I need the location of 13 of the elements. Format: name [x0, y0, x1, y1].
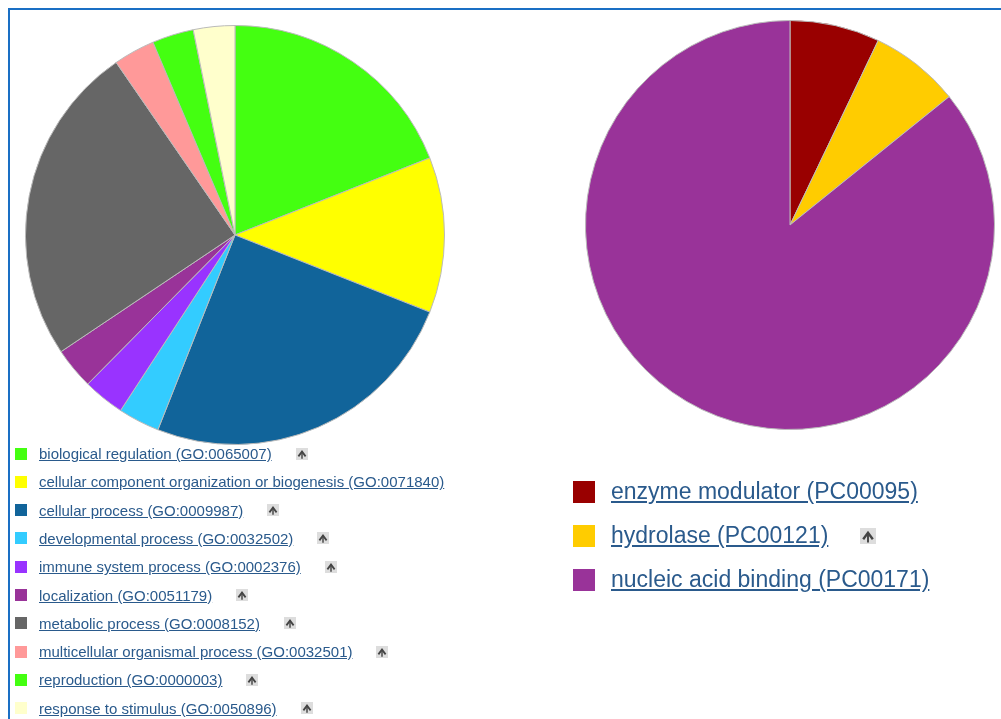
- legend-label: response to stimulus (GO:0050896): [39, 699, 277, 717]
- legend-label: nucleic acid binding (PC00171): [611, 566, 930, 593]
- legend-label: reproduction (GO:0000003): [39, 671, 223, 689]
- legend-label: developmental process (GO:0032502): [39, 529, 294, 547]
- legend-label: immune system process (GO:0002376): [39, 558, 301, 576]
- legend-label: biological regulation (GO:0065007): [39, 445, 272, 462]
- legend-label: enzyme modulator (PC00095): [611, 478, 918, 505]
- legend-label: metabolic process (GO:0008152): [39, 614, 260, 632]
- legend-label: cellular process (GO:0009987): [39, 501, 244, 519]
- legend-label: multicellular organismal process (GO:0032501): [39, 643, 353, 661]
- legend-label: hydrolase (PC00121): [611, 522, 829, 549]
- legend-label: localization (GO:0051179): [39, 586, 213, 604]
- legend-label: cellular component organization or biogenesis (GO:0071840): [39, 473, 445, 491]
